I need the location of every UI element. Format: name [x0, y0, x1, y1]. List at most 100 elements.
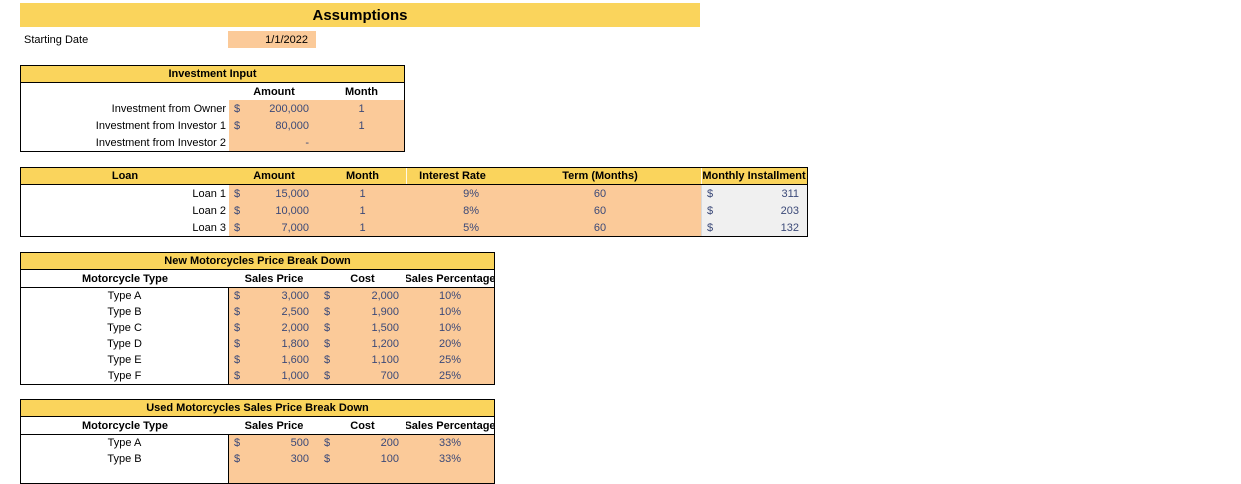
currency-symbol: $: [234, 119, 241, 132]
cell-cost[interactable]: $700: [319, 368, 406, 384]
new-motorcycles-rows: Type A $3,000 $2,000 10% Type B $2,500 $…: [21, 288, 494, 384]
cell-sales-percentage[interactable]: [406, 467, 494, 483]
cell-cost[interactable]: $2,000: [319, 288, 406, 304]
cell-sales-price[interactable]: $2,000: [229, 320, 319, 336]
cost-column-header: Cost: [350, 272, 375, 285]
sales-price-value: 1,600: [281, 354, 309, 366]
cell-month[interactable]: 1: [319, 185, 406, 202]
amount-column-header: Amount: [253, 85, 295, 98]
cell-term[interactable]: 60: [499, 219, 701, 236]
cell-sales-percentage[interactable]: 10%: [406, 304, 494, 320]
currency-symbol: $: [234, 354, 241, 366]
cell-sales-percentage[interactable]: 25%: [406, 352, 494, 368]
loan-row-label: Loan 3: [192, 221, 226, 234]
cell-sales-price[interactable]: $1,600: [229, 352, 319, 368]
investment-input-table: Investment Input Amount Month Investment…: [20, 65, 405, 152]
cell-month[interactable]: 1: [319, 219, 406, 236]
table-row: Type F $1,000 $700 25%: [21, 368, 494, 384]
amount-value: 7,000: [281, 221, 309, 234]
table-row: Type D $1,800 $1,200 20%: [21, 336, 494, 352]
monthly-installment-column-header: Monthly Installment: [702, 170, 806, 182]
cell-month[interactable]: [319, 134, 404, 151]
cell-sales-percentage[interactable]: 20%: [406, 336, 494, 352]
amount-value: 80,000: [275, 119, 309, 132]
cell-sales-price[interactable]: $500: [229, 435, 319, 451]
cell-cost[interactable]: $200: [319, 435, 406, 451]
cost-value: 200: [380, 437, 399, 449]
table-row: Investment from Owner $200,000 1: [21, 100, 404, 117]
cell-interest-rate[interactable]: 5%: [406, 219, 499, 236]
cell-sales-price[interactable]: $1,800: [229, 336, 319, 352]
investment-input-title: Investment Input: [21, 66, 404, 83]
currency-symbol: $: [324, 338, 331, 350]
cell-cost[interactable]: $1,500: [319, 320, 406, 336]
cell-amount[interactable]: $10,000: [229, 202, 319, 219]
motorcycle-type-label: Type D: [21, 336, 229, 352]
sales-price-value: 500: [290, 437, 309, 449]
cell-monthly-installment[interactable]: $311: [701, 185, 807, 202]
cell-sales-percentage[interactable]: 10%: [406, 320, 494, 336]
cell-monthly-installment[interactable]: $203: [701, 202, 807, 219]
cost-value: 1,200: [371, 338, 399, 350]
amount-value: 15,000: [275, 187, 309, 200]
currency-symbol: $: [707, 187, 714, 200]
motorcycle-type-label: Type C: [21, 320, 229, 336]
table-row: Type C $2,000 $1,500 10%: [21, 320, 494, 336]
table-row: Type B $300 $100 33%: [21, 451, 494, 467]
cell-amount[interactable]: $80,000: [229, 117, 319, 134]
cell-cost[interactable]: $1,100: [319, 352, 406, 368]
motorcycle-type-column-header: Motorcycle Type: [82, 419, 168, 432]
currency-symbol: $: [234, 221, 241, 234]
currency-symbol: $: [234, 102, 241, 115]
currency-symbol: $: [324, 370, 331, 382]
cell-monthly-installment[interactable]: $132: [701, 219, 807, 236]
investment-row-label: Investment from Owner: [111, 102, 226, 115]
used-motorcycles-table: Used Motorcycles Sales Price Break Down …: [20, 399, 495, 484]
cell-cost[interactable]: $100: [319, 451, 406, 467]
cell-sales-price[interactable]: $300: [229, 451, 319, 467]
cell-sales-price[interactable]: $3,000: [229, 288, 319, 304]
investment-rows: Investment from Owner $200,000 1 Investm…: [21, 100, 404, 151]
cell-interest-rate[interactable]: 9%: [406, 185, 499, 202]
cell-cost[interactable]: $1,900: [319, 304, 406, 320]
cost-value: 100: [380, 453, 399, 465]
cell-amount[interactable]: -: [229, 134, 319, 151]
cell-sales-price[interactable]: [229, 467, 319, 483]
cell-amount[interactable]: $15,000: [229, 185, 319, 202]
table-row: Type A $3,000 $2,000 10%: [21, 288, 494, 304]
cell-amount[interactable]: $7,000: [229, 219, 319, 236]
amount-value: -: [305, 136, 309, 149]
cell-sales-percentage[interactable]: 25%: [406, 368, 494, 384]
installment-value: 311: [781, 187, 799, 200]
cost-value: 1,100: [371, 354, 399, 366]
cell-month[interactable]: 1: [319, 117, 404, 134]
currency-symbol: $: [707, 221, 714, 234]
cell-cost[interactable]: [319, 467, 406, 483]
cell-term[interactable]: 60: [499, 202, 701, 219]
cost-value: 2,000: [371, 290, 399, 302]
installment-value: 132: [780, 221, 799, 234]
assumptions-banner: Assumptions: [20, 3, 700, 27]
starting-date-cell[interactable]: 1/1/2022: [228, 31, 316, 48]
cost-value: 1,900: [371, 306, 399, 318]
motorcycle-type-label: Type A: [21, 288, 229, 304]
cell-sales-price[interactable]: $1,000: [229, 368, 319, 384]
cell-sales-percentage[interactable]: 33%: [406, 451, 494, 467]
cell-cost[interactable]: $1,200: [319, 336, 406, 352]
table-row: Type B $2,500 $1,900 10%: [21, 304, 494, 320]
motorcycle-type-label: Type E: [21, 352, 229, 368]
table-row: Loan 2 $10,000 1 8% 60 $203: [21, 202, 807, 219]
loan-row-label: Loan 1: [192, 187, 226, 200]
cell-term[interactable]: 60: [499, 185, 701, 202]
cell-sales-price[interactable]: $2,500: [229, 304, 319, 320]
starting-date-label: Starting Date: [24, 33, 89, 46]
cell-sales-percentage[interactable]: 33%: [406, 435, 494, 451]
cell-amount[interactable]: $200,000: [229, 100, 319, 117]
cost-value: 700: [380, 370, 399, 382]
used-motorcycles-title: Used Motorcycles Sales Price Break Down: [21, 400, 494, 417]
cell-month[interactable]: 1: [319, 202, 406, 219]
cell-interest-rate[interactable]: 8%: [406, 202, 499, 219]
loan-row-label: Loan 2: [192, 204, 226, 217]
cell-month[interactable]: 1: [319, 100, 404, 117]
cell-sales-percentage[interactable]: 10%: [406, 288, 494, 304]
